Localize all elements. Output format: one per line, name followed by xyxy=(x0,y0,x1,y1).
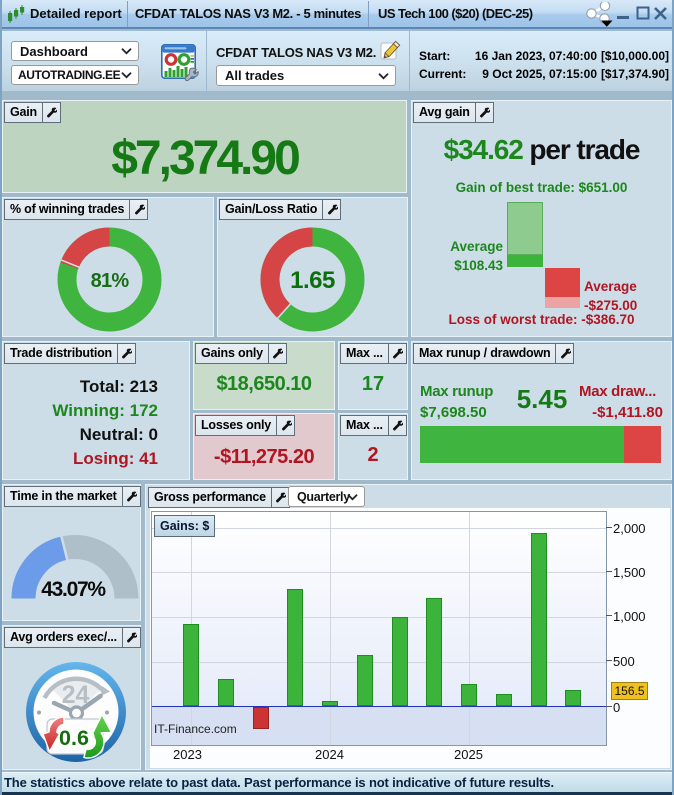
svg-text:1.65: 1.65 xyxy=(290,267,335,294)
svg-text:0.6: 0.6 xyxy=(59,726,89,750)
svg-text:43.07%: 43.07% xyxy=(41,578,106,601)
svg-text:81%: 81% xyxy=(91,270,130,292)
